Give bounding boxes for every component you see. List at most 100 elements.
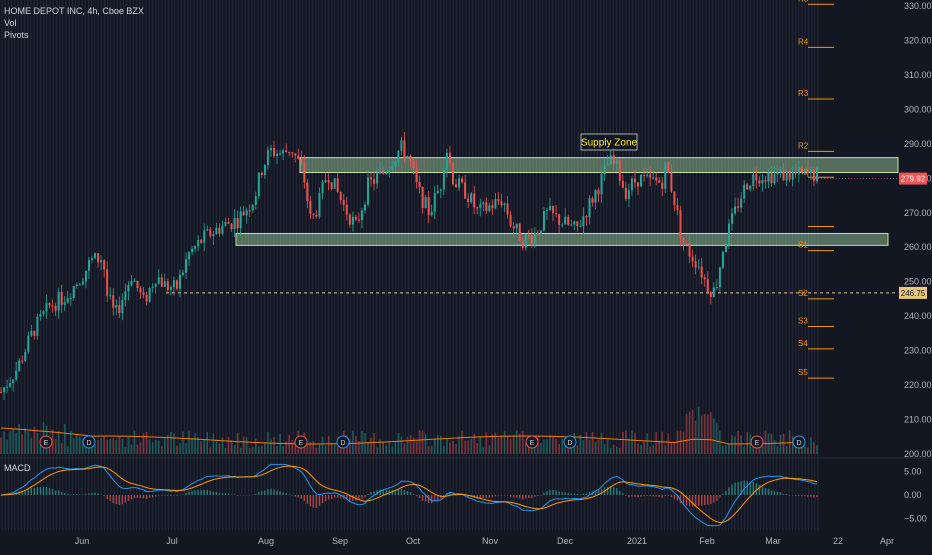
candle	[276, 149, 279, 164]
candle	[524, 233, 527, 251]
pivot-label: R2	[798, 141, 809, 150]
candle	[485, 197, 488, 215]
demand-zone-box	[235, 232, 889, 246]
candle	[761, 173, 764, 192]
candle	[339, 191, 342, 205]
support-price-tag: 246.75	[901, 289, 926, 298]
event-label: E	[299, 440, 304, 447]
event-label: D	[567, 440, 572, 447]
candle	[630, 176, 633, 196]
candle	[436, 184, 439, 195]
time-axis-label: Mar	[765, 536, 781, 546]
candle	[652, 170, 655, 180]
candle	[706, 271, 709, 295]
pivot-label: R1	[798, 167, 809, 176]
candle	[458, 175, 461, 192]
price-tick-label: 290.00	[904, 139, 932, 149]
dividend-badge[interactable]: D	[563, 435, 577, 449]
macd-tick-label: −5.00	[904, 514, 927, 524]
macd-indicator-label[interactable]: MACD	[4, 463, 31, 473]
chart-legend: HOME DEPOT INC, 4h, Cboe BZX Vol Pivots	[4, 5, 144, 41]
candle	[282, 148, 285, 161]
candle	[530, 228, 533, 248]
candle	[30, 324, 33, 337]
dividend-badge[interactable]: D	[792, 435, 806, 449]
candle	[209, 226, 212, 239]
candle	[106, 261, 109, 302]
pivots-indicator-label[interactable]: Pivots	[4, 30, 29, 40]
candle	[570, 219, 573, 227]
candle	[321, 179, 324, 200]
candle	[488, 202, 491, 213]
candle	[512, 222, 515, 237]
candle	[175, 279, 178, 291]
candle	[91, 255, 93, 264]
candle	[254, 191, 257, 210]
earnings-badge[interactable]: E	[294, 435, 308, 449]
candle	[533, 226, 536, 249]
candle	[758, 176, 761, 187]
candle	[15, 361, 18, 382]
pivot-label: S1	[798, 241, 808, 250]
earnings-badge[interactable]: E	[750, 435, 764, 449]
price-tick-label: 230.00	[904, 346, 932, 356]
candle	[558, 213, 561, 233]
candle	[333, 178, 336, 190]
volume-indicator-label[interactable]: Vol	[4, 18, 17, 28]
candle	[57, 287, 60, 319]
candle	[715, 279, 718, 290]
candle	[612, 148, 615, 170]
time-axis-label: 22	[833, 536, 843, 546]
candle	[291, 152, 294, 158]
candle	[124, 283, 127, 307]
candle	[218, 223, 221, 237]
macd-tick-label: 5.00	[904, 466, 922, 476]
candle	[464, 174, 467, 200]
candle	[21, 355, 24, 364]
dividend-badge[interactable]: D	[82, 435, 96, 449]
candle	[248, 204, 251, 217]
candle	[494, 192, 497, 210]
candle	[627, 183, 630, 208]
candle	[509, 210, 512, 228]
candle	[579, 219, 582, 228]
event-label: E	[755, 440, 760, 447]
candle	[746, 182, 749, 190]
candle	[649, 166, 652, 187]
candle	[633, 170, 636, 188]
candle	[300, 150, 303, 166]
time-axis-label: Dec	[557, 536, 574, 546]
candle	[779, 166, 782, 179]
candle	[221, 220, 224, 236]
candle	[600, 168, 603, 203]
event-label: D	[796, 440, 801, 447]
candle	[385, 170, 388, 176]
price-tick-label: 210.00	[904, 415, 932, 425]
candle	[594, 188, 597, 210]
candle	[646, 167, 649, 178]
time-axis-label: Feb	[699, 536, 715, 546]
earnings-badge[interactable]: E	[39, 435, 53, 449]
dividend-badge[interactable]: D	[336, 435, 350, 449]
candle	[388, 167, 391, 178]
candle	[812, 166, 815, 187]
candle	[130, 275, 133, 287]
candle	[588, 194, 591, 225]
candle	[227, 217, 230, 224]
pivot-label: S4	[798, 339, 808, 348]
event-label: D	[86, 440, 91, 447]
macd-tick-label: 0.00	[904, 490, 922, 500]
candle	[136, 280, 139, 292]
earnings-badge[interactable]: E	[525, 435, 539, 449]
candle	[24, 348, 27, 362]
symbol-title: HOME DEPOT INC, 4h, Cboe BZX	[4, 6, 144, 16]
candle	[606, 155, 609, 166]
candle	[734, 197, 737, 216]
candle	[303, 154, 306, 189]
price-tick-label: 320.00	[904, 35, 932, 45]
candle	[60, 284, 63, 313]
candle	[266, 146, 269, 170]
